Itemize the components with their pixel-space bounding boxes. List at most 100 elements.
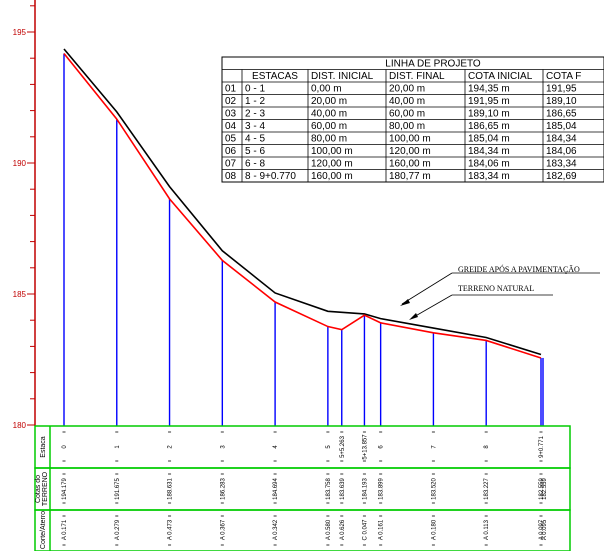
station-terrain-value: 183.639 (340, 478, 346, 500)
table-cell: 184,34 m (468, 146, 510, 157)
station-terrain-value: 184.694 (273, 478, 279, 500)
station-terrain-value: 184.193 (362, 478, 368, 500)
table-cell: 6 - 8 (245, 159, 265, 170)
natural-terrain-line (63, 48, 542, 356)
table-cell: 08 (225, 171, 237, 182)
table-cell: 02 (225, 96, 237, 107)
station-terrain-value: 188.631 (168, 478, 174, 500)
station-label: 6 (379, 445, 385, 449)
station-terrain-value: 183.758 (326, 478, 332, 500)
station-terrain-value: 182.559 (542, 478, 548, 500)
table-cell: 01 (225, 84, 237, 95)
station-cut-fill-value: A 0.342 (273, 519, 279, 540)
table-cell: 06 (225, 146, 237, 157)
table-cell: 185,04 m (468, 134, 510, 145)
table-cell: 0 - 1 (245, 84, 265, 95)
station-terrain-value: 186.283 (220, 478, 226, 500)
table-cell: 80,00 m (311, 134, 347, 145)
station-terrain-value: 182.559 (539, 478, 545, 500)
table-title: LINHA DE PROJETO (385, 59, 481, 70)
station-label: 2 (168, 445, 174, 449)
table-cell: 04 (225, 121, 237, 132)
axis-tick-label: 185 (13, 290, 27, 299)
table-cell: 160,00 m (311, 171, 353, 182)
table-cell: 191,95 m (468, 96, 510, 107)
station-label: 4 (273, 445, 279, 449)
station-label: 5+13.857 (362, 434, 368, 460)
table-cell: 4 - 5 (245, 134, 265, 145)
station-label: 1 (115, 445, 121, 449)
station-cut-fill-value: A 0.279 (115, 519, 121, 540)
table-cell: 160,00 m (389, 159, 431, 170)
table-cell: 100,00 m (389, 134, 431, 145)
table-cell: 40,00 m (389, 96, 425, 107)
table-cell: 0,00 m (311, 84, 342, 95)
station-cut-fill-value: A 0.113 (484, 519, 490, 540)
station-terrain-value: 194.179 (62, 478, 68, 500)
table-cell: 189,10 (546, 96, 577, 107)
station-cut-fill-value: A 0.626 (340, 519, 346, 540)
table-cell: 20,00 m (311, 96, 347, 107)
station-label: 8 (484, 445, 490, 449)
station-terrain-value: 183.520 (431, 478, 437, 500)
table-cell: 189,10 m (468, 109, 510, 120)
station-label: 5 (326, 445, 332, 449)
arrow-head (400, 299, 410, 306)
axis-tick-label: 195 (13, 28, 27, 37)
project-line-table: LINHA DE PROJETO ESTACAS DIST. INICIAL DIST… (221, 56, 604, 183)
table-cell: 100,00 m (311, 146, 353, 157)
band-label-corte-aterro: Corte/Aterro (40, 511, 47, 549)
band-values: 0 194.179 A 0.171 1 191.675 A 0.279 2 188.631 A … (62, 431, 548, 546)
station-label: 7 (431, 445, 437, 449)
table-cell: 40,00 m (311, 109, 347, 120)
table-cell: 1 - 2 (245, 96, 265, 107)
station-cut-fill-value: A 0.180 (431, 519, 437, 540)
table-header: DIST. FINAL (389, 71, 445, 82)
table-cell: 80,00 m (389, 121, 425, 132)
station-label: 3 (220, 445, 226, 449)
table-cell: 184,34 (546, 134, 577, 145)
table-header: ESTACAS (252, 71, 298, 82)
table-cell: 182,69 (546, 171, 577, 182)
axis-tick-label: 180 (13, 421, 27, 430)
table-header: DIST. INICIAL (311, 71, 374, 82)
table-cell: 183,34 m (468, 171, 510, 182)
annotation-grade: GREIDE APÓS A PAVIMENTAÇÃO (400, 264, 600, 306)
table-header: COTA INICIAL (468, 71, 533, 82)
station-label: 5+5.263 (340, 435, 346, 458)
station-terrain-value: 183.899 (379, 478, 385, 500)
table-cell: 5 - 6 (245, 146, 265, 157)
table-cell: 185,04 (546, 121, 577, 132)
band-label-estaca: Estaca (40, 436, 47, 458)
table-cell: 191,95 (546, 84, 577, 95)
table-cell: 07 (225, 159, 237, 170)
station-cut-fill-value: A 0.473 (168, 519, 174, 540)
arrow-head (409, 313, 418, 320)
station-cut-fill-value: A 0.161 (379, 519, 385, 540)
profile-bands: Estaca Cotas do TERRENO Corte/Aterro 0 19… (34, 425, 571, 551)
table-cell: 120,00 m (389, 146, 431, 157)
band-label-cotas-2: TERRENO (42, 471, 49, 506)
table-cell: 60,00 m (311, 121, 347, 132)
band-cut-fill (34, 509, 571, 551)
station-ordinates (63, 53, 544, 426)
table-cell: 3 - 4 (245, 121, 265, 132)
table-cell: 120,00 m (311, 159, 353, 170)
table-cell: 184,06 m (468, 159, 510, 170)
table-cell: 05 (225, 134, 237, 145)
table-cell: 2 - 3 (245, 109, 265, 120)
table-cell: 60,00 m (389, 109, 425, 120)
station-label: 0 (62, 445, 68, 449)
elevation-axis: 195 190 185 180 (13, 0, 36, 430)
station-cut-fill-value: A 0.095 (542, 519, 548, 540)
table-cell: 180,77 m (389, 171, 431, 182)
table-cell: 186,65 (546, 109, 577, 120)
band-label-cotas-1: Cotas do (35, 475, 42, 503)
table-header: COTA F (546, 71, 581, 82)
annotation-terrain: TERRENO NATURAL (409, 284, 553, 320)
table-cell: 184,06 (546, 146, 577, 157)
station-cut-fill-value: C 0.047 (362, 519, 368, 541)
axis-tick-label: 190 (13, 159, 27, 168)
table-cell: 186,65 m (468, 121, 510, 132)
grade-line (63, 53, 542, 359)
